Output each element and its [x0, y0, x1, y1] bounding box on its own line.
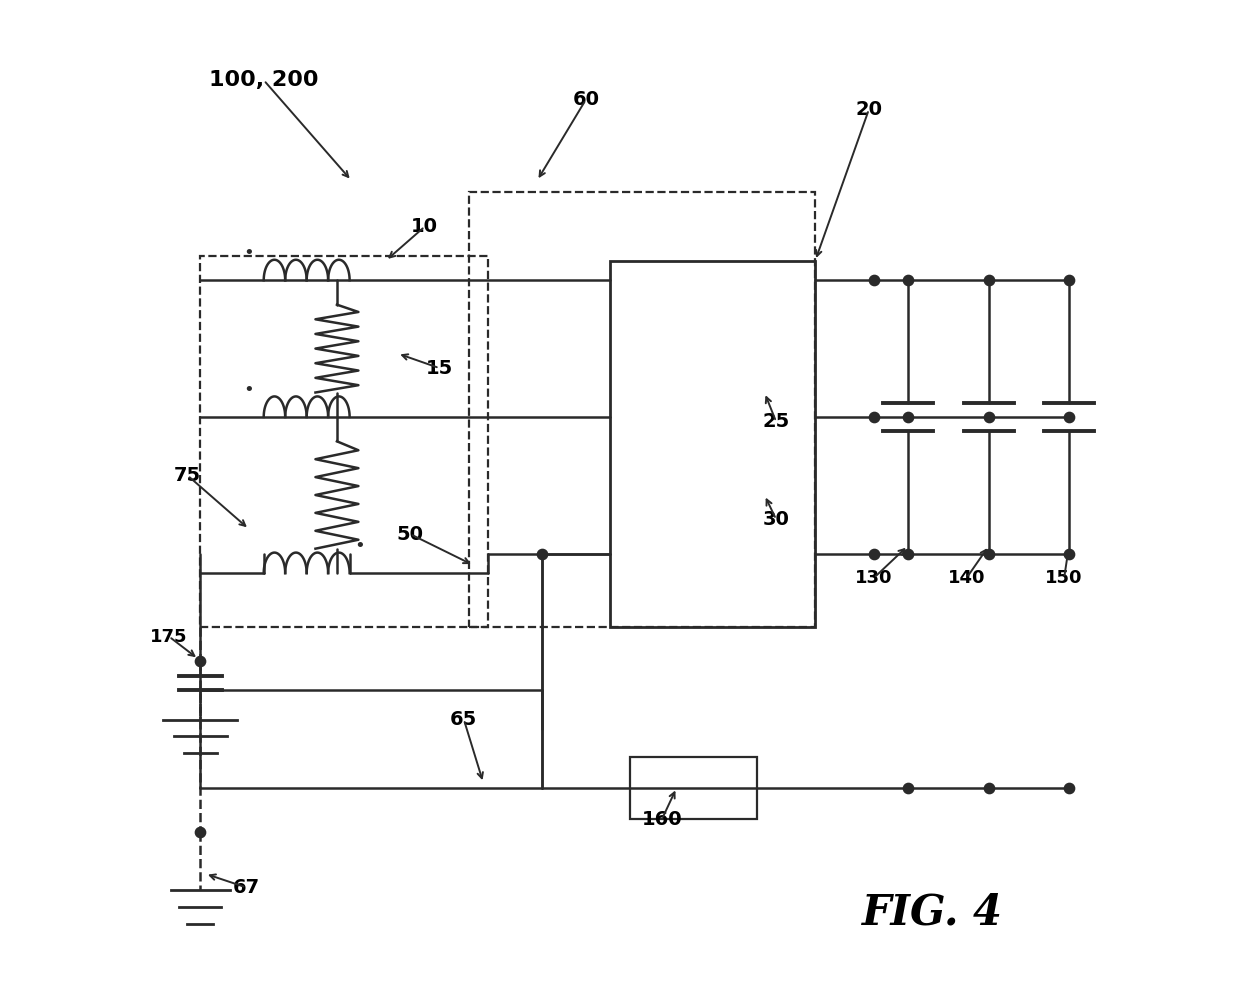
Point — [191, 824, 211, 840]
Text: 10: 10 — [412, 217, 438, 236]
Bar — [610, 260, 815, 627]
Point — [1059, 409, 1079, 425]
Point — [898, 272, 918, 288]
Text: •: • — [244, 380, 254, 399]
Point — [898, 409, 918, 425]
Text: •: • — [244, 244, 254, 262]
Text: 130: 130 — [856, 569, 893, 587]
Point — [898, 780, 918, 796]
Point — [980, 780, 999, 796]
Point — [980, 272, 999, 288]
Text: 160: 160 — [641, 810, 682, 829]
Text: 15: 15 — [425, 358, 453, 377]
Text: •: • — [353, 537, 365, 554]
Text: 50: 50 — [397, 525, 424, 544]
Text: 30: 30 — [763, 510, 790, 529]
Point — [864, 409, 884, 425]
Point — [191, 653, 211, 669]
Bar — [469, 192, 815, 627]
Point — [1059, 780, 1079, 796]
Point — [1059, 272, 1079, 288]
Text: 140: 140 — [947, 569, 986, 587]
Text: 65: 65 — [450, 710, 477, 729]
Point — [980, 545, 999, 561]
Point — [864, 545, 884, 561]
Text: 20: 20 — [856, 100, 883, 119]
Text: 67: 67 — [233, 878, 259, 897]
Point — [1059, 545, 1079, 561]
Text: 60: 60 — [573, 90, 599, 109]
Text: 150: 150 — [1045, 569, 1083, 587]
Text: 75: 75 — [174, 466, 201, 485]
Text: 25: 25 — [763, 412, 790, 432]
Text: FIG. 4: FIG. 4 — [862, 892, 1003, 934]
Point — [532, 545, 552, 561]
Point — [864, 272, 884, 288]
Bar — [630, 756, 756, 819]
Bar — [201, 255, 489, 627]
Point — [898, 545, 918, 561]
Text: 175: 175 — [150, 628, 187, 645]
Text: 100, 200: 100, 200 — [210, 70, 319, 90]
Point — [980, 409, 999, 425]
